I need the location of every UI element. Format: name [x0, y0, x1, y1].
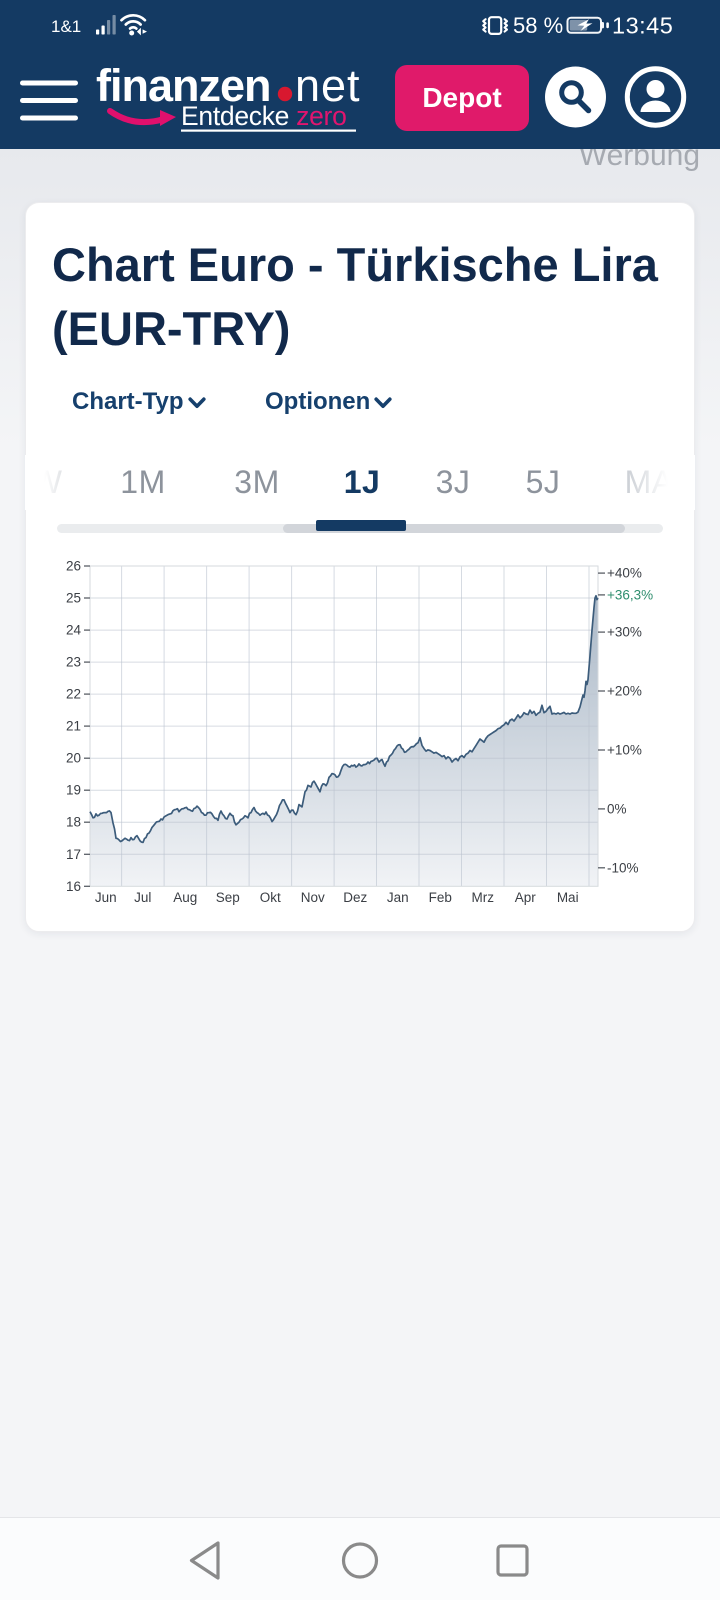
svg-text:Feb: Feb [429, 890, 452, 905]
svg-text:Apr: Apr [515, 890, 537, 905]
svg-text:Entdecke zero: Entdecke zero [181, 101, 347, 131]
svg-text:17: 17 [66, 847, 81, 862]
svg-text:+36,3%: +36,3% [607, 587, 653, 602]
svg-text:18: 18 [66, 815, 81, 830]
svg-text:16: 16 [66, 879, 81, 894]
svg-text:Depot: Depot [422, 82, 501, 113]
svg-text:+40%: +40% [607, 566, 642, 581]
svg-text:Jul: Jul [134, 890, 151, 905]
svg-text:19: 19 [66, 783, 81, 798]
svg-text:23: 23 [66, 655, 81, 670]
svg-text:22: 22 [66, 687, 81, 702]
svg-text:13:45: 13:45 [612, 13, 673, 39]
svg-text:58 %: 58 % [513, 13, 563, 38]
svg-text:finanzen: finanzen [96, 60, 271, 111]
svg-text:24: 24 [66, 623, 82, 638]
svg-text:Nov: Nov [301, 890, 325, 905]
svg-text:25: 25 [66, 591, 81, 606]
svg-text:Jan: Jan [387, 890, 409, 905]
svg-text:+30%: +30% [607, 625, 642, 640]
svg-text:Mrz: Mrz [472, 890, 495, 905]
svg-text:Dez: Dez [343, 890, 367, 905]
svg-text:26: 26 [66, 559, 81, 574]
svg-text:Sep: Sep [216, 890, 240, 905]
svg-text:+20%: +20% [607, 684, 642, 699]
svg-text:Jun: Jun [95, 890, 117, 905]
svg-text:1&1: 1&1 [51, 17, 81, 36]
svg-text:-10%: -10% [607, 860, 639, 875]
svg-text:net: net [295, 60, 361, 111]
svg-text:Aug: Aug [173, 890, 197, 905]
svg-text:Okt: Okt [260, 890, 281, 905]
svg-text:0%: 0% [607, 801, 627, 816]
svg-text:+10%: +10% [607, 743, 642, 758]
svg-text:20: 20 [66, 751, 81, 766]
svg-text:21: 21 [66, 719, 81, 734]
svg-text:Mai: Mai [557, 890, 579, 905]
